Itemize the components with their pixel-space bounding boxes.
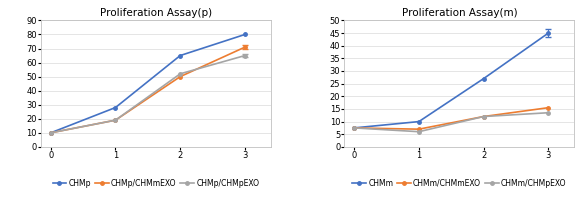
CHMm/CHMpEXO xyxy=(415,131,423,133)
CHMp/CHMmEXO xyxy=(47,132,54,134)
Title: Proliferation Assay(p): Proliferation Assay(p) xyxy=(100,8,212,18)
CHMp/CHMpEXO xyxy=(112,119,119,121)
Legend: CHMm, CHMm/CHMmEXO, CHMm/CHMpEXO: CHMm, CHMm/CHMmEXO, CHMm/CHMpEXO xyxy=(352,178,567,187)
CHMm/CHMpEXO xyxy=(350,127,357,129)
CHMp xyxy=(241,33,248,36)
CHMm/CHMmEXO xyxy=(415,128,423,130)
CHMm/CHMmEXO xyxy=(480,115,487,118)
CHMp/CHMpEXO xyxy=(177,73,184,75)
Line: CHMm: CHMm xyxy=(352,31,550,130)
CHMp xyxy=(177,54,184,57)
CHMm/CHMpEXO xyxy=(480,115,487,118)
CHMm xyxy=(480,77,487,80)
CHMp/CHMpEXO xyxy=(47,132,54,134)
CHMm/CHMmEXO xyxy=(350,127,357,129)
CHMp xyxy=(47,132,54,134)
CHMm/CHMmEXO xyxy=(545,106,552,109)
Line: CHMp: CHMp xyxy=(49,33,247,135)
CHMp/CHMpEXO xyxy=(241,54,248,57)
CHMm xyxy=(415,120,423,123)
CHMm xyxy=(545,32,552,34)
Legend: CHMp, CHMp/CHMmEXO, CHMp/CHMpEXO: CHMp, CHMp/CHMmEXO, CHMp/CHMpEXO xyxy=(53,178,260,187)
CHMp/CHMmEXO xyxy=(177,75,184,78)
Line: CHMp/CHMpEXO: CHMp/CHMpEXO xyxy=(49,54,247,135)
Line: CHMm/CHMpEXO: CHMm/CHMpEXO xyxy=(352,111,550,133)
CHMp xyxy=(112,106,119,109)
CHMm/CHMpEXO xyxy=(545,112,552,114)
Line: CHMp/CHMmEXO: CHMp/CHMmEXO xyxy=(49,45,247,135)
CHMp/CHMmEXO xyxy=(241,46,248,48)
CHMm xyxy=(350,127,357,129)
Title: Proliferation Assay(m): Proliferation Assay(m) xyxy=(401,8,517,18)
Line: CHMm/CHMmEXO: CHMm/CHMmEXO xyxy=(352,106,550,131)
CHMp/CHMmEXO xyxy=(112,119,119,121)
